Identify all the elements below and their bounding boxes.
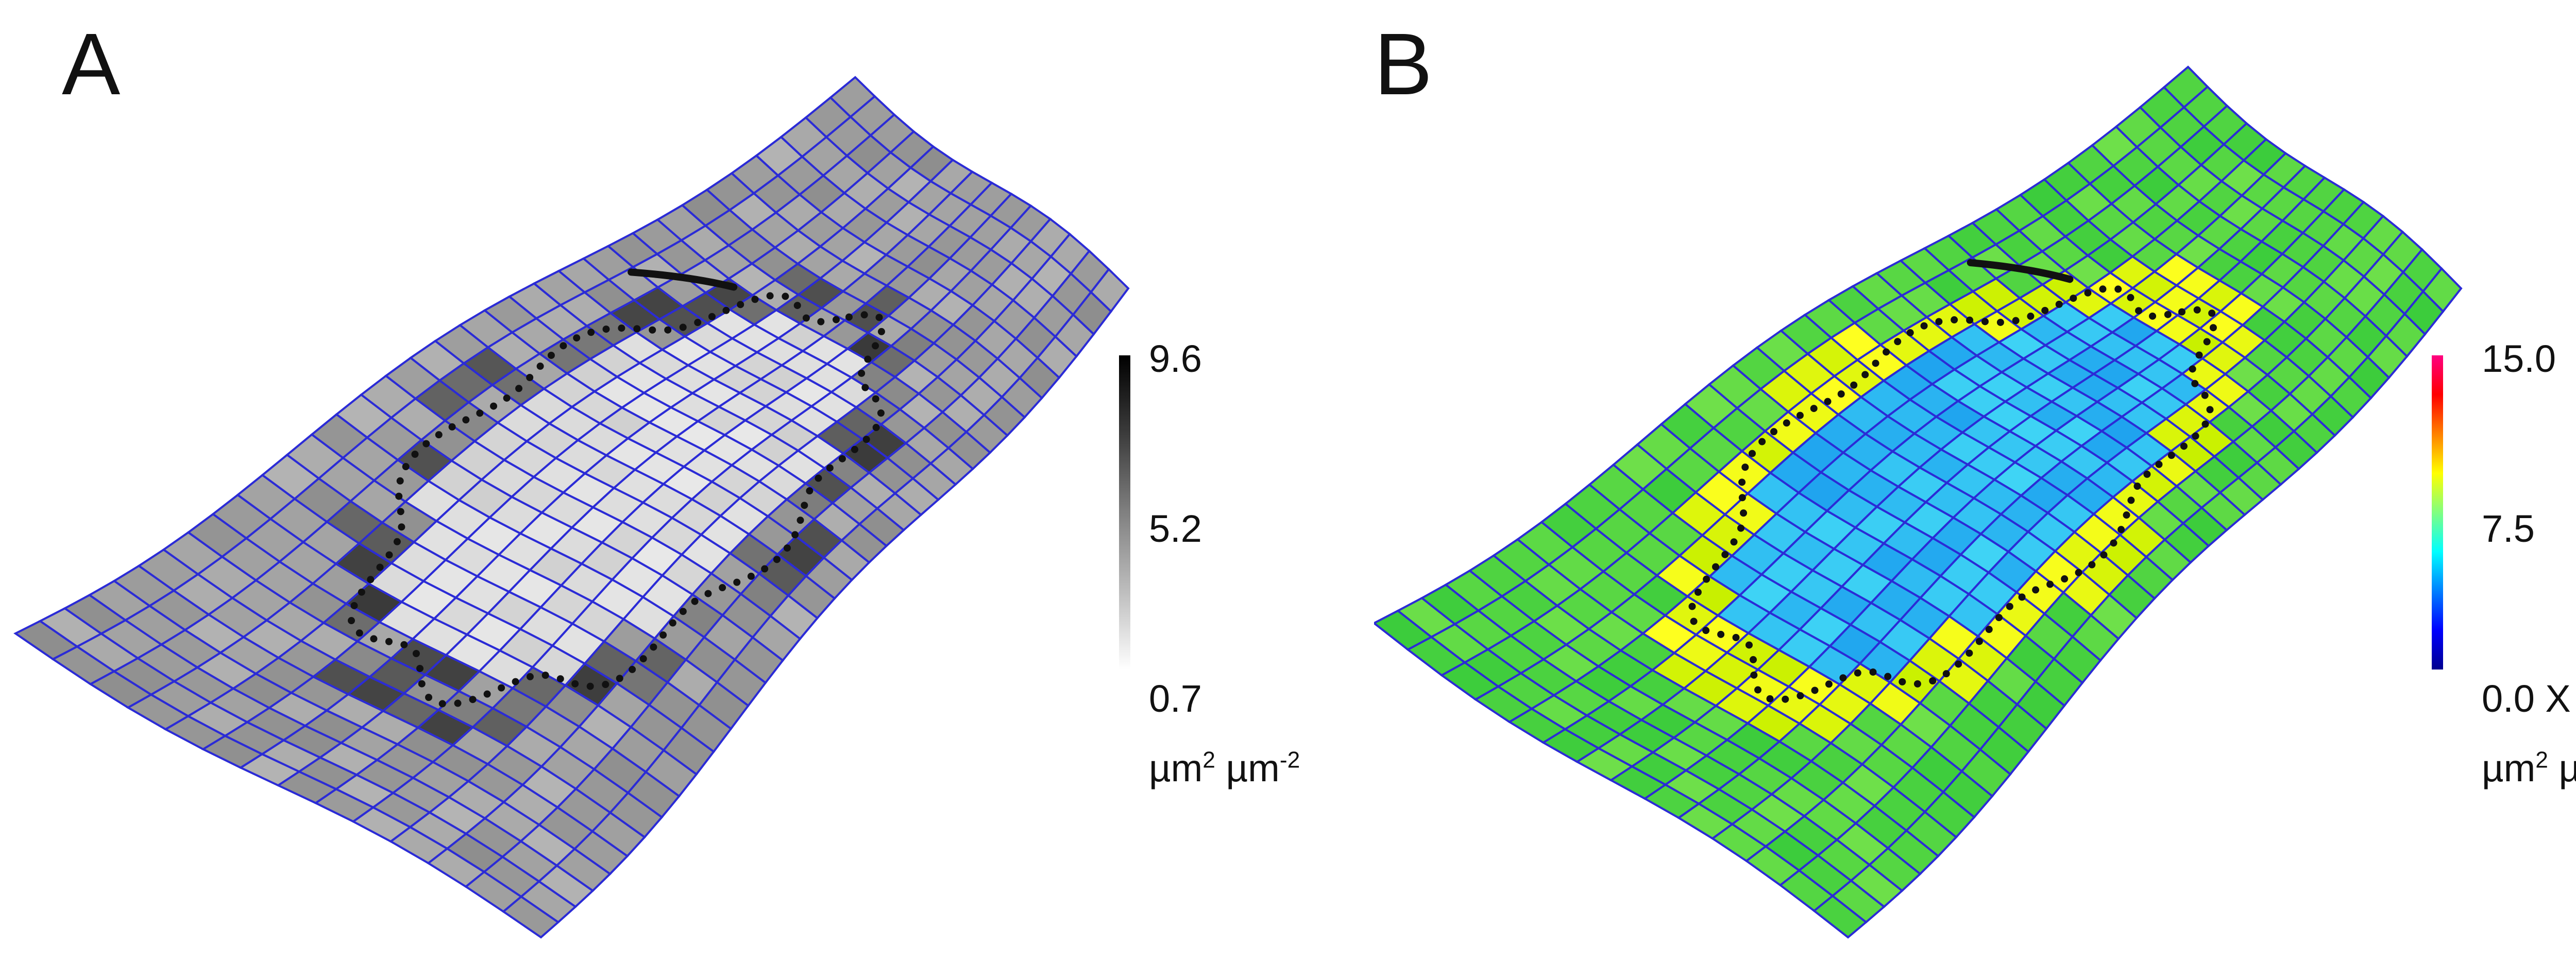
unit-exponent: 2 bbox=[1202, 747, 1215, 773]
panel-label: A bbox=[62, 15, 121, 113]
boundary-solid-segment bbox=[628, 268, 738, 291]
unit-exponent: -2 bbox=[1279, 747, 1300, 773]
mesh-grid bbox=[13, 76, 1130, 939]
colorbar bbox=[2432, 355, 2443, 670]
panel-b: B 15.0 7.5 0.0 X 10-2 µm2 µm-2 h-1 bbox=[1374, 0, 2576, 961]
panel-a: A 9.6 5.2 0.7 µm2 µm-2 bbox=[13, 15, 1300, 939]
unit-exponent: 2 bbox=[2535, 747, 2548, 773]
colorbar-tick-mid: 5.2 bbox=[1149, 507, 1202, 550]
boundary-solid-segment bbox=[1967, 259, 2074, 283]
colorbar-unit: µm2 µm-2 h-1 bbox=[2482, 749, 2576, 787]
mesh-grid bbox=[1374, 65, 2463, 939]
mesh-cell bbox=[1089, 267, 1130, 313]
colorbar-unit: µm2 µm-2 bbox=[1149, 749, 1300, 787]
boundary-dotted-line bbox=[347, 291, 887, 708]
unit-part: µm bbox=[2558, 747, 2576, 790]
unit-part: µm bbox=[1215, 747, 1280, 790]
colorbar-tick-min: 0.7 bbox=[1149, 677, 1202, 720]
unit-part: µm bbox=[2482, 747, 2536, 790]
colorbar-tick-max: 15.0 bbox=[2482, 337, 2556, 380]
mesh-surface bbox=[13, 76, 1130, 939]
panel-label: B bbox=[1374, 15, 1433, 113]
colorbar bbox=[1119, 355, 1130, 670]
unit-part: µm bbox=[1149, 747, 1203, 790]
mesh-cell bbox=[2421, 267, 2463, 313]
colorbar-tick-mid: 7.5 bbox=[2482, 507, 2535, 550]
colorbar-tick-max: 9.6 bbox=[1149, 337, 1202, 380]
tick-text: 0.0 X 10 bbox=[2482, 677, 2576, 720]
boundary-dotted-line bbox=[1687, 284, 2218, 703]
mesh-surface bbox=[1374, 65, 2463, 939]
colorbar-tick-min: 0.0 X 10-2 bbox=[2482, 680, 2576, 718]
